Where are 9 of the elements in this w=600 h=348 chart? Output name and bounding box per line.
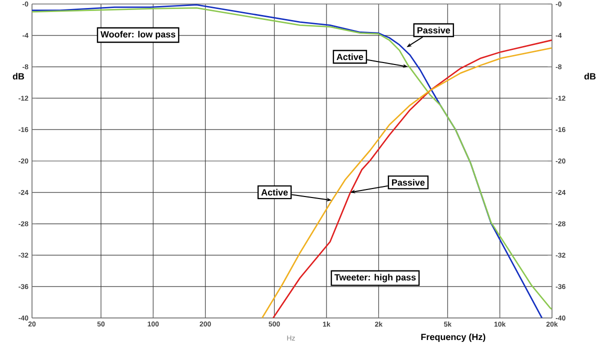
annotation: Passive [417, 26, 450, 34]
annotation: Woofer: low pass [100, 30, 176, 40]
y-axis-title: dB [12, 72, 24, 80]
annotation: Active [261, 188, 288, 196]
x-axis-title: Frequency (Hz) [421, 334, 486, 342]
annotation: Tweeter: high pass [334, 274, 416, 282]
annotation: Passive [392, 179, 425, 186]
annotation: Active [336, 53, 364, 60]
y2-axis-title: dB [584, 72, 596, 80]
